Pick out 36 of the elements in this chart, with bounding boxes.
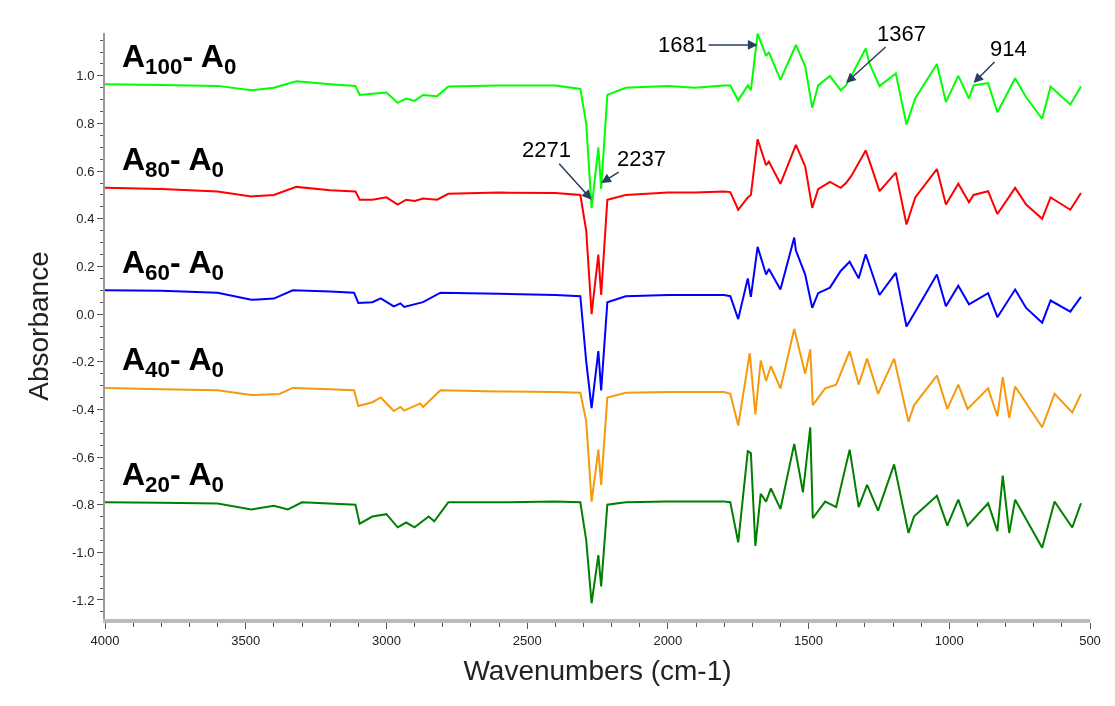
x-tick-label: 3000 — [371, 632, 401, 648]
annotation: 1681 — [658, 32, 707, 57]
series-label: A$_{40}$- A$_{0}$ — [122, 341, 224, 382]
x-tick-label: 1500 — [794, 632, 824, 648]
line-series — [105, 236, 1082, 410]
y-tick-label: -1.2 — [71, 592, 95, 608]
y-tick-label: 0.8 — [76, 116, 95, 132]
line-series — [105, 426, 1082, 605]
y-axis-title: Absorbance — [23, 251, 55, 401]
y-tick-label: -0.2 — [71, 354, 95, 370]
x-tick-label: 4000 — [90, 632, 120, 648]
x-tick-label: 1000 — [934, 632, 964, 648]
series-label: A$_{100}$- A$_{0}$ — [122, 38, 237, 79]
y-tick-label: -1.0 — [71, 544, 95, 560]
series-label: A$_{60}$- A$_{0}$ — [122, 244, 224, 285]
annotation: 1367 — [877, 21, 926, 46]
x-axis-title: Wavenumbers (cm-1) — [463, 655, 732, 687]
annotation: 2271 — [522, 137, 571, 162]
annotation: 2237 — [617, 146, 666, 171]
series-label: A$_{80}$- A$_{0}$ — [122, 141, 224, 182]
y-tick-label: 1.0 — [76, 68, 95, 84]
y-tick-label: 0.6 — [76, 163, 95, 179]
y-tick-label: -0.6 — [71, 449, 95, 465]
series-label: A$_{20}$- A$_{0}$ — [122, 456, 224, 497]
x-tick-label: 3500 — [231, 632, 261, 648]
line-series — [105, 138, 1082, 316]
x-tick-label: 500 — [1079, 632, 1101, 648]
y-tick-label: 0.2 — [76, 259, 95, 274]
annotation: 914 — [990, 36, 1027, 61]
y-tick-label: 0.4 — [76, 211, 95, 227]
y-tick-label: -0.8 — [71, 497, 95, 513]
y-tick-label: 0.0 — [76, 306, 95, 322]
x-tick-label: 2000 — [653, 632, 683, 648]
x-tick-label: 2500 — [512, 632, 542, 648]
y-tick-label: -0.4 — [71, 401, 95, 417]
line-series — [105, 328, 1082, 503]
